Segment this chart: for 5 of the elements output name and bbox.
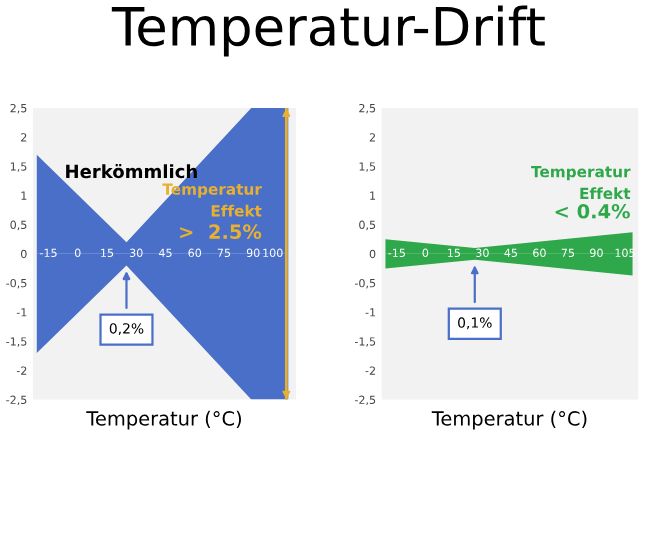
annotation: < 0.4% (555, 203, 630, 219)
x-axis-title: Temperatur (°C) (86, 410, 241, 430)
x-axis-title: Temperatur (°C) (431, 410, 587, 430)
annotation: > 2.5% (180, 224, 262, 240)
chart-title: Temperatur-Drift (111, 5, 545, 57)
